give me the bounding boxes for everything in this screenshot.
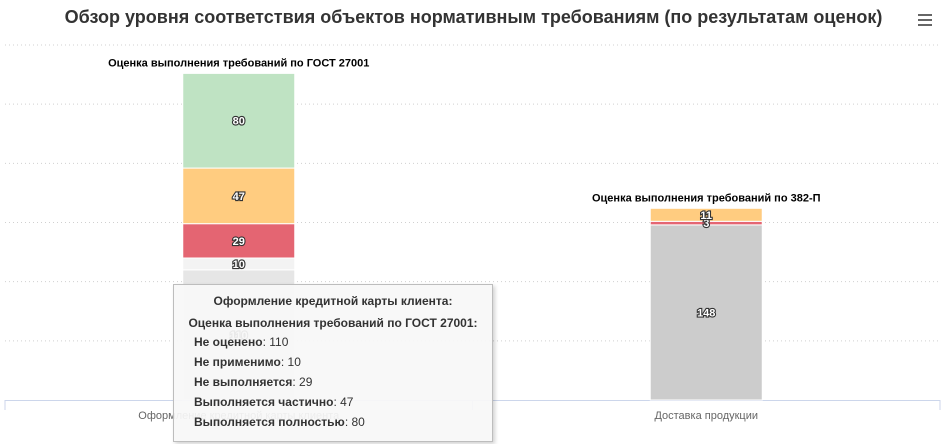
tooltip-row: Не применимо: 10 <box>194 355 301 369</box>
tooltip-row: Не оценено: 110 <box>194 335 289 349</box>
chart-tooltip: Оформление кредитной карты клиента: Оцен… <box>173 284 493 442</box>
stack-total-label: Оценка выполнения требований по 382-П <box>592 192 821 204</box>
tooltip-stack: Оценка выполнения требований по ГОСТ 270… <box>188 316 478 330</box>
tooltip-row: Не выполняется: 29 <box>194 375 313 389</box>
x-axis-category-label: Доставка продукции <box>654 410 758 422</box>
chart-title: Обзор уровня соответствия объектов норма… <box>64 7 883 27</box>
data-label: 11 <box>700 210 712 222</box>
bar-segment <box>182 167 296 225</box>
bar-segment <box>649 224 763 401</box>
tooltip-row: Выполняется частично: 47 <box>194 395 354 409</box>
tooltip-category: Оформление кредитной карты клиента: <box>213 294 453 308</box>
data-label: 3 <box>703 218 709 230</box>
data-label: 10 <box>233 259 245 271</box>
hamburger-menu-icon[interactable] <box>918 14 932 26</box>
data-label: 47 <box>233 191 245 203</box>
data-label: 80 <box>233 116 245 128</box>
stack-total-label: Оценка выполнения требований по ГОСТ 270… <box>108 57 369 69</box>
data-label: 148 <box>697 307 715 319</box>
tooltip-row: Выполняется полностью: 80 <box>194 415 365 429</box>
bar-segment <box>649 207 763 222</box>
bar-segment <box>182 72 296 169</box>
data-label: 29 <box>233 236 245 248</box>
